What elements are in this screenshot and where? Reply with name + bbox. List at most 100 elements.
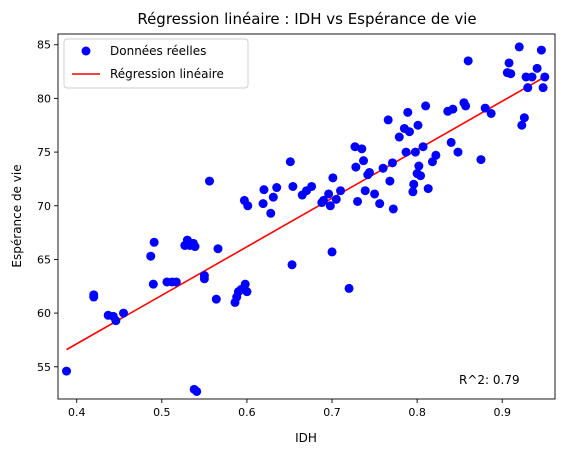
data-point xyxy=(192,386,202,396)
r-squared-annotation: R^2: 0.79 xyxy=(459,373,520,387)
data-point xyxy=(62,366,72,376)
data-point xyxy=(360,186,370,196)
plot-area xyxy=(57,33,556,400)
data-point xyxy=(328,173,338,183)
data-point xyxy=(375,199,385,209)
y-tick-label: 55 xyxy=(37,361,51,374)
data-point xyxy=(327,247,337,257)
data-point xyxy=(336,186,346,196)
data-point xyxy=(213,244,223,254)
legend-label-points: Données réelles xyxy=(110,44,206,58)
data-point xyxy=(187,239,197,249)
data-point xyxy=(259,185,269,195)
data-point xyxy=(519,113,529,123)
x-tick-label: 0.9 xyxy=(493,406,511,419)
data-point xyxy=(486,108,496,118)
data-point xyxy=(146,251,156,261)
x-tick-label: 0.5 xyxy=(153,406,171,419)
y-tick-label: 70 xyxy=(37,200,51,213)
data-point xyxy=(364,167,374,177)
x-tick-label: 0.4 xyxy=(68,406,86,419)
data-point xyxy=(243,201,253,211)
y-axis-label: Espérance de vie xyxy=(10,164,24,267)
data-point xyxy=(287,260,297,270)
legend-label-line: Régression linéaire xyxy=(110,67,224,81)
regression-line xyxy=(66,76,546,351)
data-point xyxy=(480,103,490,113)
data-point xyxy=(416,171,426,181)
data-point xyxy=(418,142,428,152)
data-point xyxy=(344,283,354,293)
data-point xyxy=(517,120,527,130)
data-point xyxy=(536,45,546,55)
data-point xyxy=(324,189,334,199)
data-point xyxy=(258,199,268,209)
data-point xyxy=(403,107,413,117)
x-tick-label: 0.8 xyxy=(408,406,426,419)
data-point xyxy=(421,101,431,111)
data-point xyxy=(540,72,550,82)
legend-box xyxy=(63,38,249,89)
data-point xyxy=(414,161,424,171)
data-point xyxy=(514,42,524,52)
x-axis-label: IDH xyxy=(295,431,317,445)
data-point xyxy=(351,162,361,172)
x-tick-label: 0.7 xyxy=(323,406,341,419)
data-point xyxy=(319,195,329,205)
x-axis-ticks: 0.4 0.5 0.6 0.7 0.8 0.9 xyxy=(68,399,511,419)
y-tick-label: 85 xyxy=(37,39,51,52)
data-point xyxy=(266,208,276,218)
data-point xyxy=(288,181,298,191)
data-point xyxy=(350,142,360,152)
data-point xyxy=(353,196,363,206)
data-point xyxy=(461,101,471,111)
data-point xyxy=(199,274,209,284)
data-point xyxy=(394,132,404,142)
data-point xyxy=(357,144,367,154)
data-point xyxy=(119,308,129,318)
data-point xyxy=(89,292,99,302)
y-tick-label: 65 xyxy=(37,253,51,266)
data-point xyxy=(385,176,395,186)
legend: Données réelles Régression linéaire xyxy=(63,38,249,89)
data-point xyxy=(410,147,420,157)
data-point xyxy=(211,294,221,304)
data-point xyxy=(268,192,278,202)
data-point xyxy=(463,56,473,66)
data-point xyxy=(285,157,295,167)
data-point xyxy=(171,277,181,287)
data-point xyxy=(538,83,548,93)
data-point xyxy=(370,189,380,199)
data-point xyxy=(378,163,388,173)
data-point xyxy=(453,147,463,157)
data-point xyxy=(506,69,516,79)
data-point xyxy=(431,150,441,160)
data-point xyxy=(476,155,486,165)
data-point xyxy=(523,83,533,93)
y-axis-ticks: 55 60 65 70 75 80 85 xyxy=(37,39,58,374)
y-tick-label: 80 xyxy=(37,92,51,105)
data-point xyxy=(383,115,393,125)
data-points xyxy=(62,42,550,396)
data-point xyxy=(240,279,250,289)
y-tick-label: 75 xyxy=(37,146,51,159)
data-point xyxy=(423,184,433,194)
data-point xyxy=(404,127,414,137)
data-point xyxy=(242,287,252,297)
data-point xyxy=(149,237,159,247)
data-point xyxy=(409,179,419,189)
data-point xyxy=(446,137,456,147)
chart-title: Régression linéaire : IDH vs Espérance d… xyxy=(137,10,476,28)
legend-marker-points xyxy=(81,46,91,56)
data-point xyxy=(401,147,411,157)
x-tick-label: 0.6 xyxy=(238,406,256,419)
data-point xyxy=(388,204,398,214)
axes-frame xyxy=(57,33,556,400)
y-tick-label: 60 xyxy=(37,307,51,320)
data-point xyxy=(448,104,458,114)
regression-line-group xyxy=(66,76,546,351)
data-point xyxy=(413,120,423,130)
data-point xyxy=(504,58,514,68)
data-point xyxy=(148,279,158,289)
